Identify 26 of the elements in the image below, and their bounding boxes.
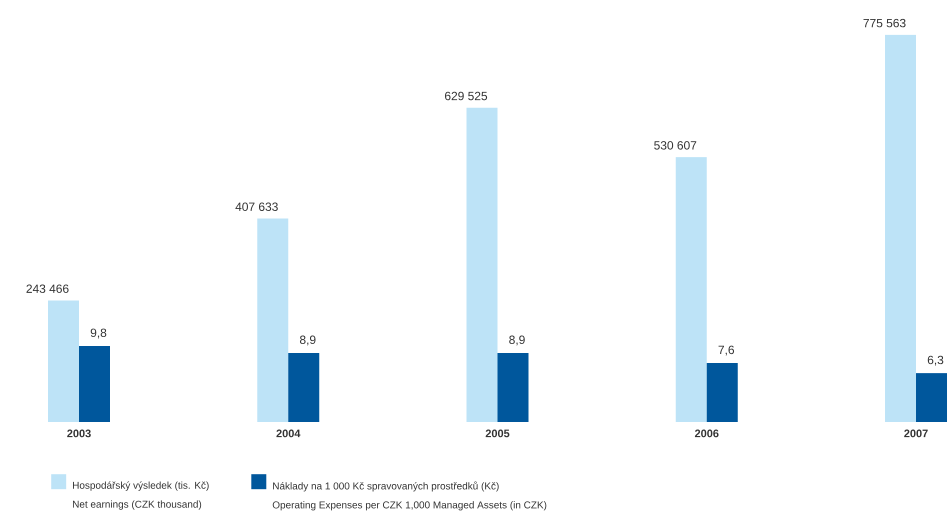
bar	[498, 352, 529, 422]
data-label: 9,8	[90, 328, 106, 338]
data-label: 7,6	[718, 346, 734, 356]
data-label: 530 607	[654, 141, 696, 150]
x-tick-label: 2005	[486, 430, 510, 438]
bar	[466, 108, 498, 422]
data-label: 629 525	[445, 92, 488, 100]
x-tick-label: 2003	[67, 430, 91, 438]
data-label: 243 466	[26, 284, 69, 293]
text: Net earnings (CZK thousand)	[72, 500, 202, 510]
data-label: 6,3	[928, 356, 944, 366]
x-tick-label: 2007	[904, 430, 928, 438]
bar	[916, 373, 948, 422]
legend-label: Náklady na 1 000 Kč spravovaných prostředků (Kč)	[273, 481, 499, 492]
data-label: 407 633	[235, 202, 278, 211]
data-label: 775 563	[864, 18, 906, 28]
data-label: 8,9	[300, 336, 316, 346]
bar	[257, 218, 288, 422]
legend-label: Hospodářský výsledek (tis. Kč)	[72, 481, 209, 491]
data-label: 8,9	[509, 336, 525, 346]
x-tick-label: 2004	[276, 430, 300, 438]
x-tick-label: 2006	[694, 430, 719, 438]
bar	[885, 34, 916, 422]
text: Operating Expenses per CZK 1,000 Managed Assets (in CZK)	[272, 501, 546, 510]
bar	[676, 157, 707, 422]
bar	[706, 363, 738, 422]
